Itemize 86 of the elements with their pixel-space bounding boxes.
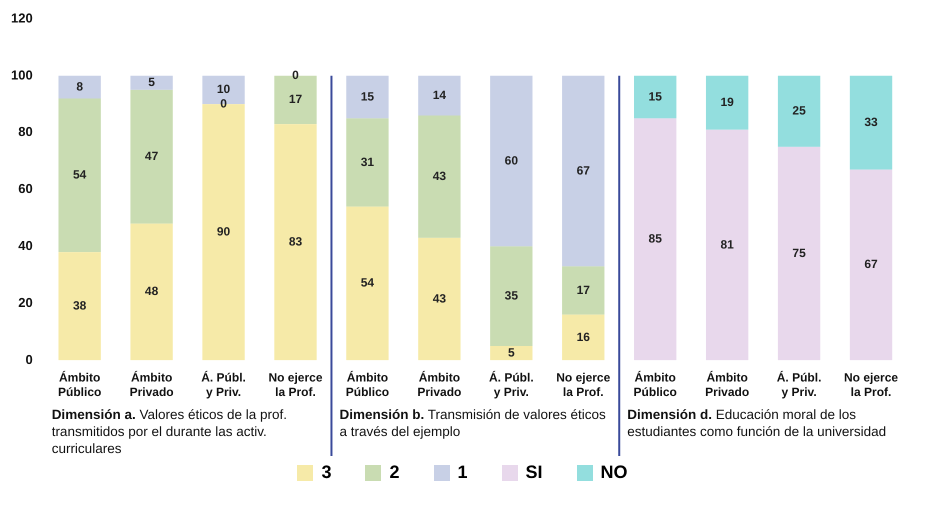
bar — [490, 346, 533, 360]
y-tick-label: 0 — [25, 352, 33, 367]
x-tick-label: Á. Públ. y Priv. — [201, 370, 246, 400]
data-label: 8 — [76, 79, 84, 94]
data-label: 35 — [504, 288, 518, 302]
bar — [346, 206, 389, 360]
data-label: 15 — [648, 89, 662, 104]
bar — [490, 76, 533, 246]
bar — [418, 76, 461, 116]
bar — [346, 118, 389, 207]
data-label: 31 — [360, 154, 374, 169]
bar — [58, 252, 101, 360]
y-tick-label: 120 — [10, 10, 33, 26]
x-tick-label: Ámbito Privado — [130, 370, 174, 400]
y-tick-label: 100 — [10, 67, 33, 82]
x-tick-label: Ámbito Público — [634, 370, 677, 400]
bar — [562, 314, 604, 360]
data-label: 33 — [864, 114, 878, 129]
bar — [130, 224, 173, 360]
bar — [634, 76, 676, 118]
legend-label: 1 — [458, 462, 468, 483]
x-tick-label: No ejerce la Prof. — [268, 370, 323, 400]
bar — [706, 76, 748, 130]
data-label: 43 — [432, 291, 446, 306]
legend-label: 2 — [389, 462, 400, 483]
legend-label: 3 — [321, 462, 332, 483]
x-tick-label: Ámbito Público — [58, 370, 102, 400]
x-tick-label: Ámbito Privado — [705, 370, 750, 400]
data-label: 16 — [576, 330, 590, 344]
data-label: 5 — [148, 75, 156, 90]
bar — [850, 76, 892, 170]
data-label: 54 — [72, 168, 87, 182]
y-tick-label: 20 — [18, 294, 33, 310]
legend-label: SI — [526, 462, 543, 483]
data-label: 60 — [504, 153, 518, 168]
data-label: 0 — [220, 96, 228, 110]
data-label: 10 — [216, 82, 231, 96]
data-label: 14 — [432, 88, 446, 102]
data-label: 81 — [720, 237, 734, 252]
data-label: 19 — [720, 95, 734, 110]
data-label: 54 — [360, 276, 374, 290]
x-tick-label: Ámbito Privado — [417, 370, 462, 400]
y-tick-label: 60 — [18, 181, 33, 196]
bar — [274, 124, 317, 360]
data-label: 25 — [792, 104, 806, 118]
bar — [58, 76, 101, 98]
data-label: 48 — [144, 284, 159, 298]
bar — [346, 76, 389, 118]
text: Dimensión b. Transmisión de valores éticos a través del ejemplo — [339, 407, 606, 439]
data-label: 90 — [216, 224, 231, 238]
y-tick-label: 80 — [18, 124, 33, 140]
bar — [130, 90, 173, 224]
x-tick-label: No ejerce la Prof. — [556, 370, 611, 400]
bar — [850, 170, 892, 360]
text: Dimensión a. Valores éticos de la prof. transmitidos por el durante las activ. curriculares — [52, 407, 288, 456]
data-label: 75 — [792, 246, 806, 260]
data-label: 0 — [292, 68, 300, 82]
data-label: 15 — [360, 89, 374, 104]
data-label: 85 — [648, 232, 662, 246]
bar — [130, 76, 173, 90]
data-label: 38 — [72, 298, 87, 312]
bar — [490, 246, 533, 346]
bar — [706, 130, 748, 360]
data-label: 83 — [288, 234, 302, 248]
bar — [562, 266, 604, 315]
bar — [634, 118, 676, 360]
y-tick-label: 40 — [18, 238, 33, 253]
bar — [778, 146, 820, 360]
bar — [778, 76, 820, 147]
legend-label: NO — [600, 462, 628, 483]
data-label: 47 — [144, 149, 159, 164]
x-tick-label: Á. Públ. y Priv. — [776, 370, 822, 400]
data-label: 17 — [288, 92, 302, 106]
text: Dimensión d. Educación moral de los estudiantes como función de la universidad — [627, 407, 886, 439]
data-label: 43 — [432, 169, 446, 184]
bar — [418, 238, 461, 360]
data-label: 67 — [864, 257, 878, 272]
data-label: 5 — [508, 345, 515, 360]
x-tick-label: Á. Públ. y Priv. — [488, 370, 534, 400]
x-tick-label: No ejerce la Prof. — [844, 370, 898, 400]
bar — [58, 98, 101, 252]
data-label: 17 — [576, 282, 590, 297]
bar — [418, 116, 461, 238]
data-label: 67 — [576, 163, 590, 178]
x-tick-label: Ámbito Público — [346, 370, 390, 400]
bar — [562, 76, 604, 266]
